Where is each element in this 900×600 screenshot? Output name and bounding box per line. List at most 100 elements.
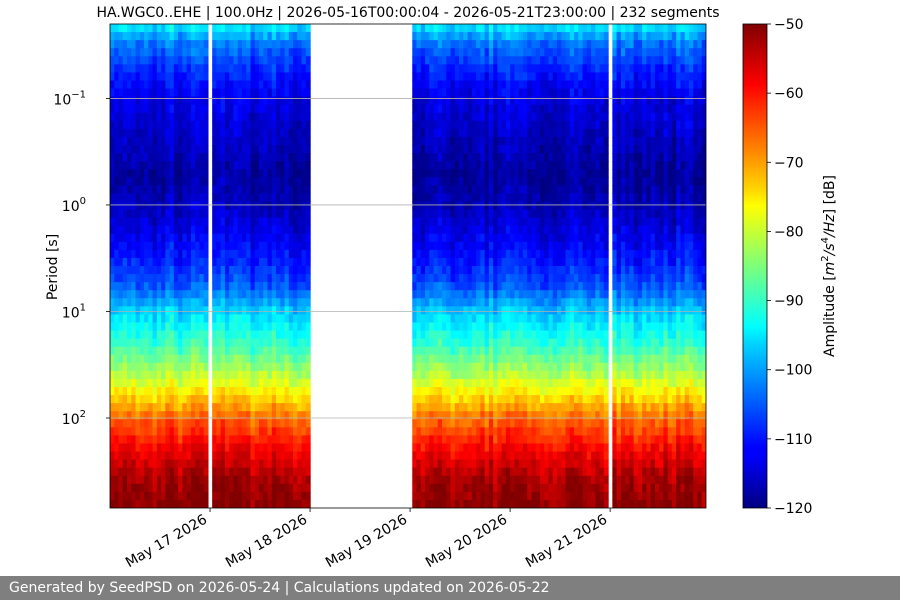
heatmap-cell [165,209,171,219]
heatmap-cell [203,483,209,493]
heatmap-cell [544,64,550,73]
heatmap-cell [190,257,196,267]
heatmap-cell [131,395,137,404]
heatmap-cell [284,354,290,364]
heatmap-cell [412,322,418,332]
heatmap-cell [420,40,426,49]
heatmap-cell [527,96,533,106]
heatmap-cell [139,88,145,98]
heatmap-cell [484,56,490,65]
heatmap-cell [195,161,200,170]
heatmap-cell [267,257,273,267]
heatmap-cell [199,282,205,291]
heatmap-cell [467,370,473,380]
heatmap-cell [522,354,528,364]
heatmap-cell [284,346,290,356]
heatmap-cell [463,112,469,122]
heatmap-cell [412,185,418,194]
heatmap-cell [437,370,443,380]
heatmap-cell [297,185,303,194]
heatmap-cell [212,249,218,259]
heatmap-cell [514,298,520,307]
heatmap-cell [250,499,256,508]
heatmap-cell [510,177,516,186]
heatmap-cell [212,40,218,49]
heatmap-cell [199,395,205,404]
heatmap-cell [254,338,260,348]
heatmap-cell [548,120,554,130]
heatmap-cell [552,395,558,404]
heatmap-cell [233,193,239,203]
heatmap-cell [535,443,541,453]
heatmap-cell [263,104,269,114]
heatmap-cell [514,153,520,162]
heatmap-cell [220,80,226,90]
heatmap-cell [216,419,222,428]
heatmap-cell [527,185,533,194]
heatmap-cell [284,225,290,235]
heatmap-cell [450,306,456,315]
heatmap-cell [220,387,226,396]
heatmap-cell [531,362,537,372]
heatmap-cell [420,104,426,114]
heatmap-cell [535,177,541,186]
heatmap-cell [518,338,524,348]
heatmap-cell [548,330,554,340]
heatmap-cell [488,338,494,348]
heatmap-cell [233,427,239,436]
heatmap-cell [182,330,188,340]
heatmap-cell [425,128,430,138]
heatmap-cell [186,40,192,49]
heatmap-cell [169,136,175,146]
heatmap-cell [288,193,294,203]
heatmap-cell [305,217,311,227]
heatmap-cell [510,56,516,65]
heatmap-cell [514,96,520,106]
heatmap-cell [199,467,205,477]
heatmap-cell [459,128,464,138]
heatmap-cell [173,145,179,154]
heatmap-cell [152,104,158,114]
heatmap-cell [293,201,298,211]
heatmap-cell [271,136,277,146]
heatmap-cell [173,56,179,65]
heatmap-cell [501,266,507,275]
heatmap-cell [173,346,179,356]
heatmap-cell [237,96,243,106]
heatmap-cell [557,298,562,307]
heatmap-cell [557,80,562,90]
heatmap-cell [548,362,554,372]
heatmap-cell [280,290,286,299]
heatmap-cell [110,40,115,49]
heatmap-cell [301,217,307,227]
heatmap-cell [548,370,554,380]
heatmap-cell [224,274,230,283]
heatmap-cell [267,370,273,380]
heatmap-cell [186,411,192,420]
heatmap-cell [127,435,132,445]
heatmap-cell [259,419,264,428]
heatmap-cell [122,112,128,122]
heatmap-cell [480,435,486,445]
heatmap-cell [450,120,456,130]
heatmap-cell [471,112,477,122]
heatmap-cell [522,193,528,203]
heatmap-cell [484,185,490,194]
heatmap-cell [488,128,494,138]
heatmap-cell [565,411,571,420]
heatmap-cell [484,459,490,469]
heatmap-cell [220,395,226,404]
heatmap-cell [535,411,541,420]
heatmap-cell [224,145,230,154]
heatmap-cell [501,177,507,186]
heatmap-cell [301,443,307,453]
heatmap-cell [561,427,567,436]
heatmap-cell [416,467,422,477]
heatmap-cell [442,201,447,211]
heatmap-cell [259,491,264,501]
heatmap-cell [190,120,196,130]
heatmap-cell [557,257,562,267]
heatmap-cell [544,346,550,356]
heatmap-cell [510,306,516,315]
heatmap-cell [476,475,481,485]
